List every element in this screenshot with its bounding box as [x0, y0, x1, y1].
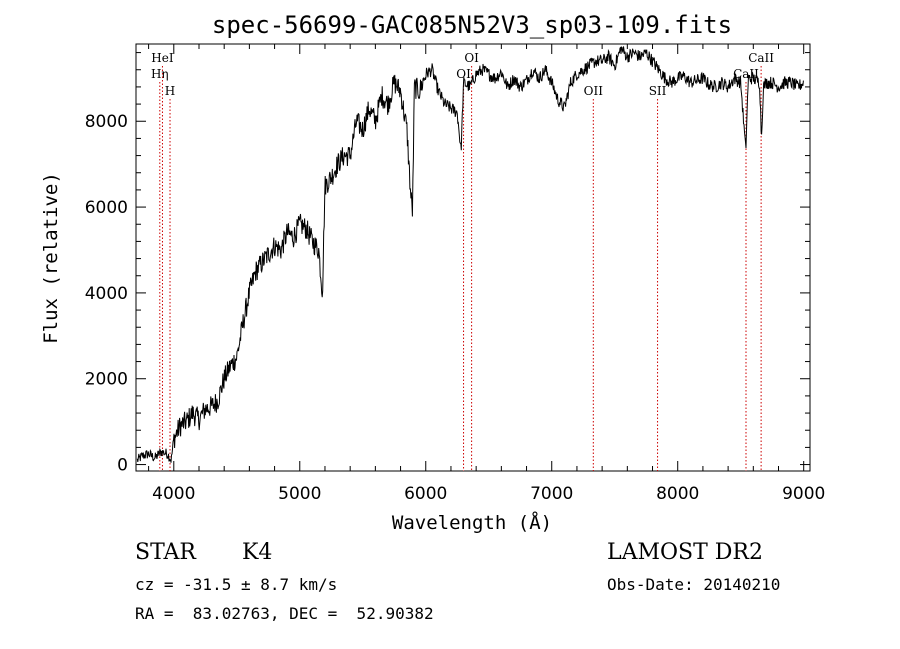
x-tick-label: 8000	[656, 484, 699, 504]
x-tick-label: 7000	[530, 484, 573, 504]
x-axis-label: Wavelength (Å)	[392, 511, 552, 534]
spectral-line-label: H	[165, 84, 175, 98]
y-tick-label: 6000	[85, 198, 128, 218]
object-class: STAR	[135, 540, 196, 565]
spectral-line-label: OI	[456, 67, 471, 81]
spectral-line-label: CaII	[748, 51, 774, 65]
x-axis: 4000 5000 6000 7000 8000 9000	[148, 44, 825, 504]
y-axis: 0 2000 4000 6000 8000	[85, 52, 810, 476]
coordinates: RA = 83.02763, DEC = 52.90382	[135, 604, 434, 623]
plot-area	[135, 43, 811, 472]
spectral-line-label: Hη	[151, 67, 169, 81]
chart-title: spec-56699-GAC085N52V3_sp03-109.fits	[212, 11, 732, 39]
object-subclass: K4	[242, 540, 273, 565]
x-tick-label: 4000	[152, 484, 195, 504]
spectrum-series-line	[136, 46, 804, 463]
spectral-line-markers: Hη HeI H OI OI OII SII CaII CaII	[151, 51, 774, 471]
x-tick-label: 9000	[782, 484, 825, 504]
spectral-line-label: HeI	[151, 51, 174, 65]
y-tick-label: 4000	[85, 284, 128, 304]
y-tick-label: 2000	[85, 370, 128, 390]
plot-frame	[135, 43, 811, 472]
x-tick-label: 6000	[404, 484, 447, 504]
y-axis-label: Flux (relative)	[40, 172, 62, 344]
spectral-line-label: OII	[584, 84, 604, 98]
redshift-cz: cz = -31.5 ± 8.7 km/s	[135, 575, 338, 594]
spectral-line-label: SII	[649, 84, 667, 98]
x-tick-label: 5000	[278, 484, 321, 504]
spectral-line-label: CaII	[733, 67, 759, 81]
spectral-line-label: OI	[464, 51, 479, 65]
survey-name: LAMOST DR2	[607, 540, 763, 565]
observation-date: Obs-Date: 20140210	[607, 575, 781, 594]
y-tick-label: 8000	[85, 112, 128, 132]
y-tick-label: 0	[117, 456, 128, 476]
